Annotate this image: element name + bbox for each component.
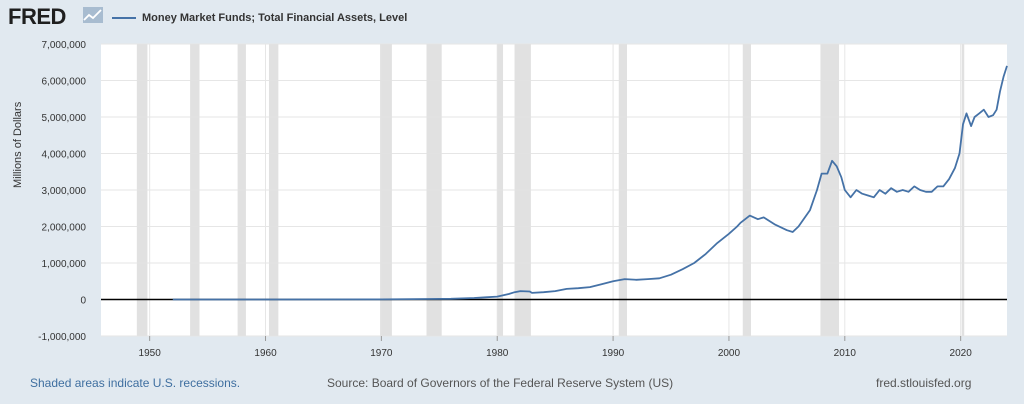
recession-band-overlay-2 <box>237 44 246 336</box>
y-tick-label-8: 7,000,000 <box>42 40 87 51</box>
y-tick-label-2: 1,000,000 <box>42 259 87 270</box>
recession-band-overlay-10 <box>820 44 840 336</box>
y-tick-label-6: 5,000,000 <box>42 113 87 124</box>
y-tick-label-5: 4,000,000 <box>42 150 87 161</box>
recession-band-overlay-1 <box>190 44 200 336</box>
y-tick-label-7: 6,000,000 <box>42 77 87 88</box>
source-note: Source: Board of Governors of the Federa… <box>327 376 674 390</box>
line-chart[interactable]: -1,000,000 0 1,000,000 2,000,000 3,000,000 4,… <box>0 0 1024 370</box>
x-tick-label-0: 1950 <box>139 348 162 359</box>
y-tick-label-3: 2,000,000 <box>42 223 87 234</box>
recession-band-overlay-3 <box>268 44 279 336</box>
series-line-0 <box>172 65 1008 301</box>
legend: Money Market Funds; Total Financial Asse… <box>112 11 407 25</box>
recession-band-overlay-9 <box>742 44 751 336</box>
y-tick-label-4: 3,000,000 <box>42 186 87 197</box>
y-tick-label-1: 0 <box>80 296 86 307</box>
x-tick-label-3: 1980 <box>486 348 509 359</box>
recession-band-overlay-5 <box>426 44 442 336</box>
legend-label[interactable]: Money Market Funds; Total Financial Asse… <box>142 12 408 24</box>
y-tick-label-0: -1,000,000 <box>38 332 86 343</box>
recession-band-overlay-4 <box>380 44 392 336</box>
recession-band-overlay-7 <box>514 44 531 336</box>
recession-band-overlay-8 <box>618 44 627 336</box>
site-link[interactable]: fred.stlouisfed.org <box>876 376 972 390</box>
x-tick-label-2: 1970 <box>370 348 393 359</box>
chart-header: FRED Money Market Funds; Total Financial… <box>0 0 1024 36</box>
x-tick-label-5: 2000 <box>718 348 741 359</box>
x-tick-label-1: 1960 <box>254 348 277 359</box>
chart-line-icon <box>83 7 103 23</box>
recession-band-overlay-6 <box>497 44 504 336</box>
legend-swatch <box>112 17 136 19</box>
recession-band-overlay-11 <box>961 44 965 336</box>
x-tick-label-6: 2010 <box>834 348 857 359</box>
fred-logo[interactable]: FRED <box>8 4 66 29</box>
x-tick-label-4: 1990 <box>602 348 625 359</box>
x-tick-label-7: 2020 <box>950 348 973 359</box>
recession-note[interactable]: Shaded areas indicate U.S. recessions. <box>30 376 241 390</box>
recession-band-overlay-0 <box>136 44 148 336</box>
